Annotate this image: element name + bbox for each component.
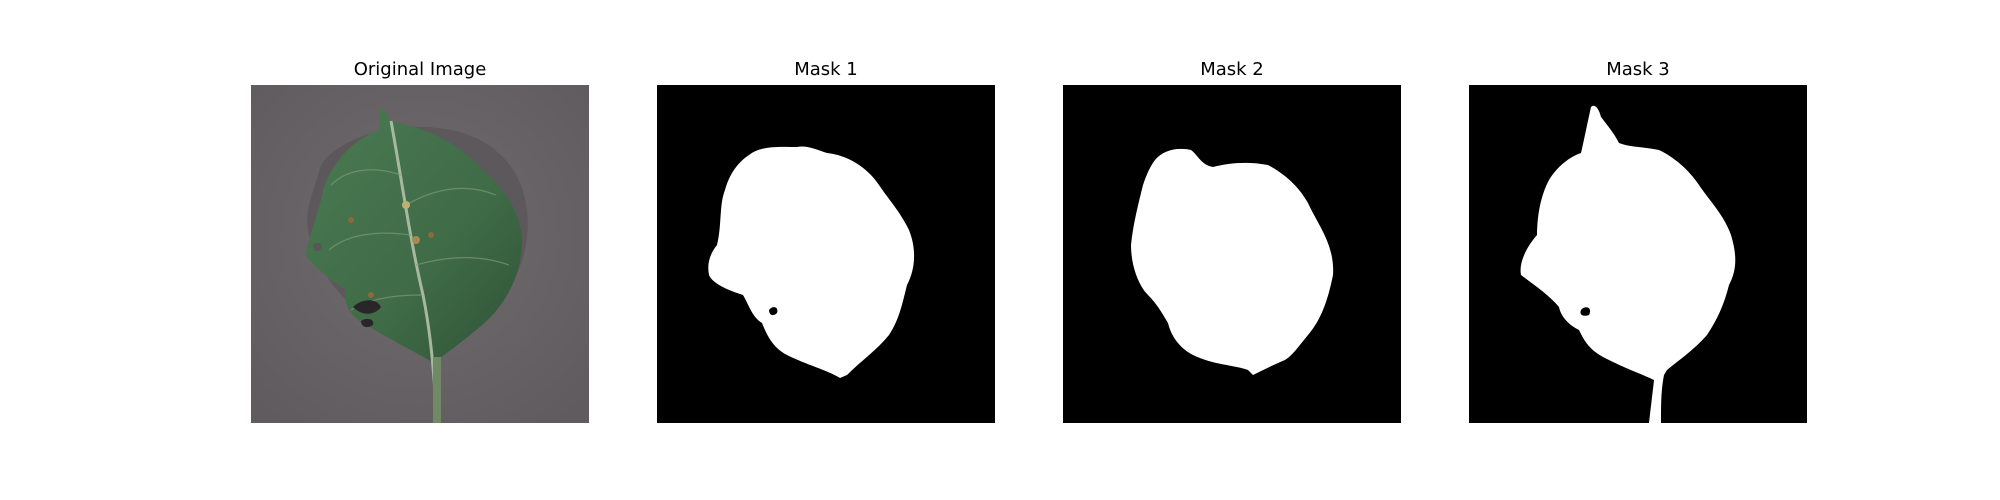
leaf-veins xyxy=(328,169,510,311)
leaf-midrib xyxy=(389,120,439,423)
lesion-spot xyxy=(368,292,374,298)
panel-title-original: Original Image xyxy=(353,59,487,80)
mask-hole xyxy=(1580,307,1591,316)
mask-foreground xyxy=(1131,148,1334,375)
leaf-stem xyxy=(433,357,441,423)
mask-1-image xyxy=(657,85,995,423)
panel-mask-2: Mask 2 xyxy=(1063,0,1401,500)
leaf-hole xyxy=(361,318,374,328)
mask-2-image xyxy=(1063,85,1401,423)
leaf-hole xyxy=(313,242,322,252)
leaf-body xyxy=(306,108,523,363)
panel-title-mask-3: Mask 3 xyxy=(1606,59,1670,80)
leaf-hole xyxy=(353,300,381,314)
lesion-spot xyxy=(428,232,434,238)
mask-hole xyxy=(769,307,778,316)
panel-original-image: Original Image xyxy=(251,0,589,500)
panel-mask-3: Mask 3 xyxy=(1469,0,1807,500)
original-leaf-photo xyxy=(251,85,589,423)
lesion-spot xyxy=(412,236,420,244)
panel-title-mask-1: Mask 1 xyxy=(794,59,858,80)
mask-3-image xyxy=(1469,85,1807,423)
mask-foreground xyxy=(708,146,915,378)
lesion-spot xyxy=(402,201,410,209)
panel-title-mask-2: Mask 2 xyxy=(1200,59,1264,80)
panel-mask-1: Mask 1 xyxy=(657,0,995,500)
mask-foreground xyxy=(1520,105,1736,423)
lesion-spot xyxy=(348,217,354,223)
